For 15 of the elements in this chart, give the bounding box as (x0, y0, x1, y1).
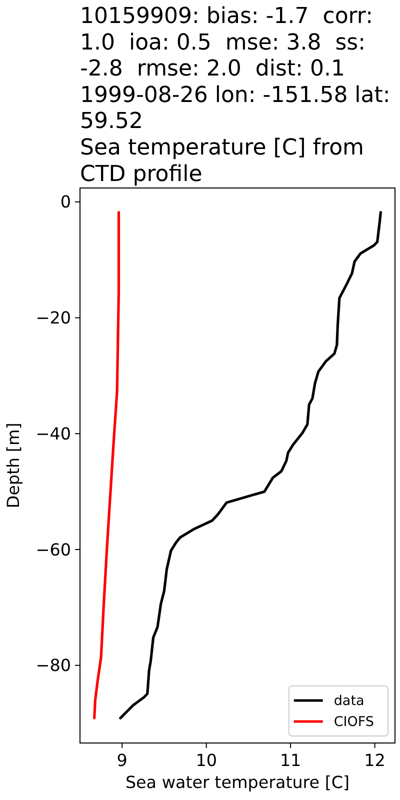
x-tick-label: 9 (116, 750, 128, 770)
x-axis-title: Sea water temperature [C] (125, 772, 350, 792)
x-tick-label: 12 (364, 750, 386, 770)
chart-title: 10159909: bias: -1.7 corr: 1.0 ioa: 0.5 mse: 3.8 ss: -2.8 rmse: 2.0 dist: 0.1 1999-08-26 lon: -151.58 lat: 59.52 Sea temperature [C] from CTD profile (80, 4, 390, 187)
y-tick-label: −80 (36, 655, 71, 676)
y-tick-label: −40 (36, 423, 71, 444)
legend-label: data (334, 693, 364, 710)
y-tick-label: −60 (36, 539, 71, 560)
legend-label: CIOFS (334, 714, 374, 730)
y-tick-label: −20 (36, 308, 71, 328)
line-series (93, 211, 120, 720)
x-tick-label: 10 (196, 750, 217, 770)
y-tick-label: 0 (60, 192, 71, 212)
y-axis-title: Depth [m] (3, 422, 23, 508)
x-tick-label: 11 (280, 750, 302, 770)
